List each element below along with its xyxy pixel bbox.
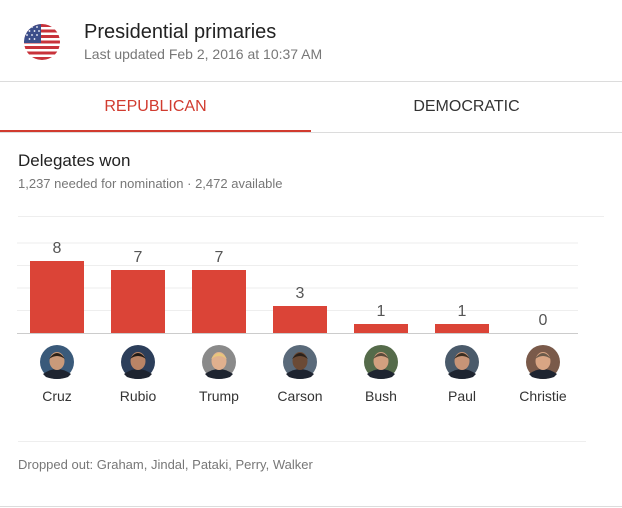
delegates-chart: 8 Cruz 7 Rubio 7 Trump 3 Carson 1 Bush 1 Paul 0 Chris… — [0, 240, 622, 410]
chart-bar-bush — [354, 324, 408, 333]
chart-bar-carson — [273, 306, 327, 333]
dropped-out-text: Dropped out: Graham, Jindal, Pataki, Per… — [18, 457, 313, 472]
us-flag-icon — [24, 24, 60, 60]
candidate-avatar — [364, 345, 398, 379]
chart-bar-trump — [192, 270, 246, 333]
tab-democratic[interactable]: DEMOCRATIC — [413, 98, 520, 115]
divider-line — [18, 216, 604, 217]
candidate-name-label: Bush — [365, 388, 397, 404]
chart-value-label: 7 — [215, 249, 224, 266]
page-title: Presidential primaries — [84, 21, 277, 43]
chart-bar-cruz — [30, 261, 84, 333]
last-updated-text: Last updated Feb 2, 2016 at 10:37 AM — [84, 46, 323, 62]
chart-value-label: 3 — [296, 285, 305, 302]
tab-republican[interactable]: REPUBLICAN — [104, 98, 207, 115]
header: Presidential primaries Last updated Feb … — [0, 0, 622, 82]
candidate-avatar — [445, 345, 479, 379]
active-tab-indicator — [0, 130, 311, 132]
delegates-chart-svg: 8 Cruz 7 Rubio 7 Trump 3 Carson 1 Bush 1 Paul 0 Chris… — [17, 240, 578, 404]
bottom-divider — [0, 506, 622, 507]
candidate-avatar — [40, 345, 74, 379]
chart-value-label: 8 — [53, 240, 62, 257]
divider-line — [18, 441, 586, 442]
section-title: Delegates won — [18, 151, 131, 170]
candidate-name-label: Christie — [519, 388, 567, 404]
header-divider — [0, 81, 622, 82]
section-subtitle: 1,237 needed for nomination · 2,472 avai… — [18, 176, 283, 191]
candidate-avatar — [121, 345, 155, 379]
chart-value-label: 1 — [458, 303, 467, 320]
candidate-avatar — [526, 345, 560, 379]
chart-bar-rubio — [111, 270, 165, 333]
candidate-name-label: Cruz — [42, 388, 72, 404]
candidate-name-label: Rubio — [120, 388, 157, 404]
chart-bar-paul — [435, 324, 489, 333]
candidate-avatar — [202, 345, 236, 379]
candidate-name-label: Paul — [448, 388, 476, 404]
tabs-divider — [0, 132, 622, 133]
chart-value-label: 1 — [377, 303, 386, 320]
chart-value-label: 7 — [134, 249, 143, 266]
chart-value-label: 0 — [539, 312, 548, 329]
candidate-avatar — [283, 345, 317, 379]
candidate-name-label: Trump — [199, 388, 239, 404]
candidate-name-label: Carson — [277, 388, 322, 404]
